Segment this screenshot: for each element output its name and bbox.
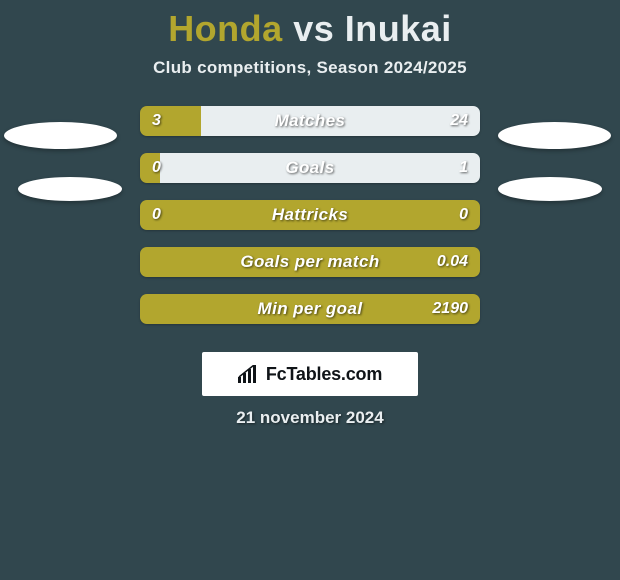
brand-text: FcTables.com: [266, 364, 382, 385]
stat-label: Hattricks: [140, 200, 480, 230]
stat-bar: Goals: [140, 153, 480, 183]
player2-name: Inukai: [345, 8, 452, 49]
date-text: 21 november 2024: [0, 408, 620, 428]
stat-value-left: 3: [140, 106, 173, 136]
stat-value-right: 0.04: [425, 247, 480, 277]
stat-bar: Hattricks: [140, 200, 480, 230]
decor-ellipse: [4, 122, 117, 149]
stat-row: Min per goal2190: [0, 294, 620, 324]
stat-value-right: 0: [447, 200, 480, 230]
stat-label: Goals: [140, 153, 480, 183]
vs-text: vs: [293, 8, 334, 49]
stat-value-left: [140, 247, 164, 277]
stat-row: Goals per match0.04: [0, 247, 620, 277]
stat-value-right: 2190: [420, 294, 480, 324]
brand-logo: FcTables.com: [202, 352, 418, 396]
stat-label: Matches: [140, 106, 480, 136]
bar-chart-icon: [238, 365, 260, 383]
stat-row: Hattricks0 0: [0, 200, 620, 230]
stat-value-left: [140, 294, 164, 324]
comparison-card: Honda vs Inukai Club competitions, Seaso…: [0, 0, 620, 580]
stat-value-right: 1: [447, 153, 480, 183]
decor-ellipse: [498, 177, 602, 201]
subtitle: Club competitions, Season 2024/2025: [0, 58, 620, 78]
stat-bar: Matches: [140, 106, 480, 136]
stat-value-right: 24: [438, 106, 480, 136]
stat-value-left: 0: [140, 200, 173, 230]
decor-ellipse: [18, 177, 122, 201]
decor-ellipse: [498, 122, 611, 149]
page-title: Honda vs Inukai: [0, 0, 620, 50]
stat-value-left: 0: [140, 153, 173, 183]
player1-name: Honda: [168, 8, 283, 49]
